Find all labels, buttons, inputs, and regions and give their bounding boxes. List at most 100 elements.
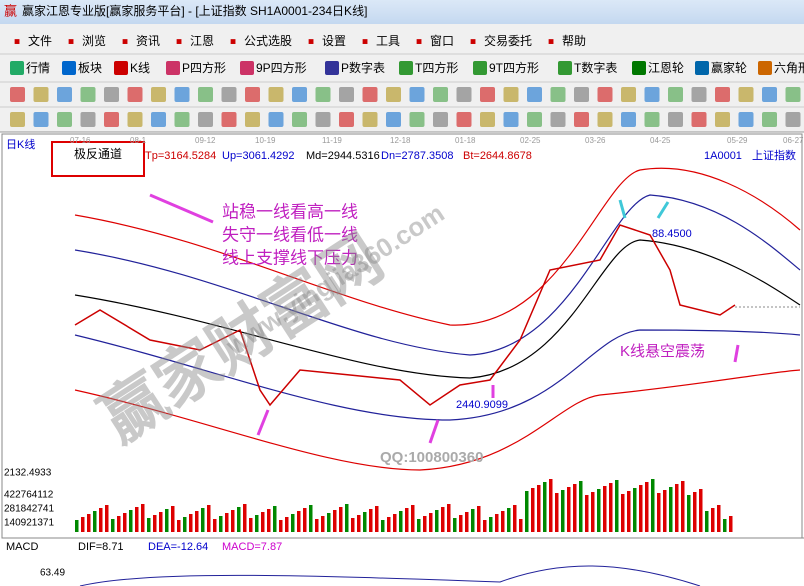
toolbar-icon[interactable] bbox=[127, 112, 143, 127]
toolbar-icon[interactable] bbox=[550, 87, 566, 102]
toolbar-area bbox=[0, 24, 804, 132]
toolbar-icon[interactable] bbox=[292, 87, 307, 102]
menu-item[interactable]: 工具 bbox=[376, 34, 400, 48]
toolbar-icon[interactable] bbox=[104, 87, 119, 102]
tool-button[interactable]: 9T四方形 bbox=[489, 60, 539, 75]
toolbar-icon[interactable] bbox=[644, 87, 660, 102]
toolbar-icon[interactable] bbox=[480, 112, 495, 127]
toolbar-icon[interactable] bbox=[738, 112, 754, 127]
toolbar-icon[interactable] bbox=[597, 87, 613, 102]
tool-button[interactable]: T四方形 bbox=[415, 60, 458, 75]
tool-button[interactable]: P四方形 bbox=[182, 60, 226, 75]
toolbar-icon[interactable] bbox=[221, 87, 237, 102]
tool-button[interactable]: 板块 bbox=[78, 61, 102, 75]
toolbar-icon[interactable] bbox=[57, 112, 72, 127]
menu-item[interactable]: 浏览 bbox=[82, 33, 106, 48]
menu-item[interactable]: 交易委托 bbox=[484, 33, 532, 48]
toolbar-icon[interactable] bbox=[315, 112, 331, 127]
toolbar-icon[interactable] bbox=[456, 112, 472, 127]
toolbar-icon[interactable] bbox=[527, 87, 542, 102]
toolbar-icon[interactable] bbox=[339, 112, 354, 127]
toolbar-icon[interactable] bbox=[691, 112, 707, 127]
date-label: 01-18 bbox=[455, 136, 476, 145]
toolbar-icon[interactable] bbox=[386, 112, 401, 127]
toolbar-icon[interactable] bbox=[221, 112, 237, 127]
toolbar-icon[interactable] bbox=[597, 112, 613, 127]
toolbar-icon[interactable] bbox=[574, 87, 589, 102]
volume-bar bbox=[687, 495, 691, 532]
toolbar-icon[interactable] bbox=[527, 112, 542, 127]
toolbar-icon[interactable] bbox=[339, 87, 354, 102]
toolbar-icon[interactable] bbox=[268, 112, 284, 127]
tool-button[interactable]: K线 bbox=[130, 61, 150, 75]
toolbar-icon[interactable] bbox=[668, 112, 683, 127]
menu-icon: ■ bbox=[14, 37, 20, 48]
toolbar-icon[interactable] bbox=[245, 112, 260, 127]
toolbar-icon[interactable] bbox=[10, 112, 25, 127]
toolbar-icon[interactable] bbox=[245, 87, 260, 102]
tool-button[interactable]: 行情 bbox=[26, 61, 50, 75]
toolbar-icon[interactable] bbox=[151, 112, 166, 127]
menu-item[interactable]: 资讯 bbox=[136, 34, 160, 48]
toolbar-icon[interactable] bbox=[104, 112, 119, 127]
toolbar-icon[interactable] bbox=[174, 87, 190, 102]
toolbar-icon[interactable] bbox=[433, 112, 448, 127]
toolbar-icon[interactable] bbox=[574, 112, 589, 127]
toolbar-icon[interactable] bbox=[738, 87, 754, 102]
toolbar-icon[interactable] bbox=[785, 112, 801, 127]
toolbar-icon[interactable] bbox=[644, 112, 660, 127]
toolbar-icon[interactable] bbox=[292, 112, 307, 127]
toolbar-icon[interactable] bbox=[715, 112, 730, 127]
toolbar-icon[interactable] bbox=[550, 112, 566, 127]
toolbar-icon[interactable] bbox=[198, 87, 213, 102]
toolbar-icon[interactable] bbox=[409, 112, 425, 127]
menu-item[interactable]: 设置 bbox=[322, 34, 346, 48]
toolbar-icon[interactable] bbox=[33, 87, 49, 102]
volume-bar bbox=[303, 508, 307, 532]
toolbar-icon[interactable] bbox=[456, 87, 472, 102]
toolbar-icon[interactable] bbox=[433, 87, 448, 102]
toolbar-icon[interactable] bbox=[621, 87, 636, 102]
menu-item[interactable]: 公式选股 bbox=[244, 34, 292, 48]
toolbar-icon[interactable] bbox=[268, 87, 284, 102]
toolbar-icon[interactable] bbox=[33, 112, 49, 127]
toolbar-icon[interactable] bbox=[762, 87, 777, 102]
menu-item[interactable]: 帮助 bbox=[562, 34, 586, 48]
toolbar-icon[interactable] bbox=[174, 112, 190, 127]
tool-button[interactable]: P数字表 bbox=[341, 60, 385, 75]
menu-item[interactable]: 文件 bbox=[28, 33, 52, 48]
toolbar-icon[interactable] bbox=[409, 87, 425, 102]
menu-item[interactable]: 窗口 bbox=[430, 34, 454, 48]
toolbar-icon[interactable] bbox=[480, 87, 495, 102]
volume-bar bbox=[351, 518, 355, 532]
toolbar-icon[interactable] bbox=[668, 87, 683, 102]
tool-icon bbox=[10, 61, 24, 75]
toolbar-icon[interactable] bbox=[362, 87, 378, 102]
toolbar-icon[interactable] bbox=[621, 112, 636, 127]
toolbar-icon[interactable] bbox=[362, 112, 378, 127]
toolbar-icon[interactable] bbox=[503, 87, 519, 102]
toolbar-icon[interactable] bbox=[10, 87, 25, 102]
volume-bar bbox=[651, 479, 655, 532]
toolbar-icon[interactable] bbox=[127, 87, 143, 102]
toolbar-icon[interactable] bbox=[315, 87, 331, 102]
toolbar-icon[interactable] bbox=[198, 112, 213, 127]
toolbar-icon[interactable] bbox=[57, 87, 72, 102]
toolbar-icon[interactable] bbox=[691, 87, 707, 102]
toolbar-icon[interactable] bbox=[762, 112, 777, 127]
tool-button[interactable]: T数字表 bbox=[574, 60, 617, 75]
tool-button[interactable]: 赢家轮 bbox=[711, 60, 747, 75]
menu-item[interactable]: 江恩 bbox=[190, 34, 214, 48]
tool-button[interactable]: 9P四方形 bbox=[256, 60, 307, 75]
toolbar-icon[interactable] bbox=[503, 112, 519, 127]
toolbar-icon[interactable] bbox=[715, 87, 730, 102]
toolbar-icon[interactable] bbox=[80, 87, 96, 102]
toolbar-icon[interactable] bbox=[785, 87, 801, 102]
toolbar-icon[interactable] bbox=[386, 87, 401, 102]
toolbar-icon[interactable] bbox=[151, 87, 166, 102]
tool-button[interactable]: 江恩轮 bbox=[648, 61, 684, 75]
toolbar-icon[interactable] bbox=[80, 112, 96, 127]
tool-button[interactable]: 六角形 bbox=[774, 61, 804, 75]
annotation: 站稳一线看高一线 bbox=[222, 202, 358, 221]
